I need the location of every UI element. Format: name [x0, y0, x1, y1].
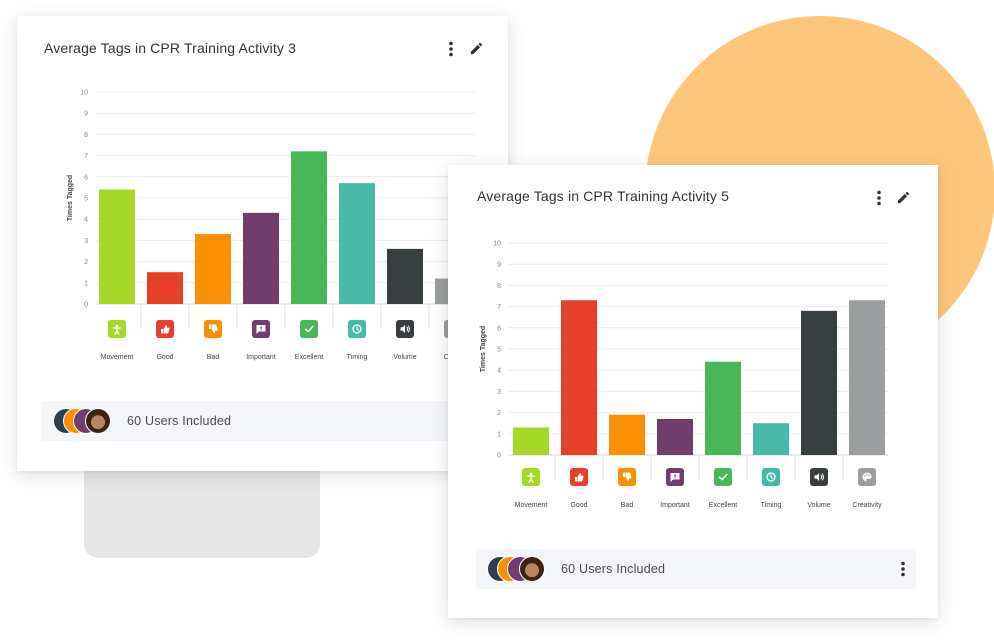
bar[interactable] [849, 300, 885, 455]
x-tick-label: Good [570, 502, 587, 509]
more-options-icon[interactable] [876, 190, 882, 206]
y-axis-label: Times Tagged [480, 326, 487, 372]
thumbs-up-icon [156, 320, 174, 338]
speaker-icon [396, 320, 414, 338]
y-tick-label: 6 [84, 174, 88, 181]
y-tick-label: 7 [84, 153, 88, 160]
y-tick-label: 3 [497, 389, 501, 396]
y-tick-label: 2 [84, 259, 88, 266]
bar[interactable] [99, 189, 135, 304]
edit-pencil-icon[interactable] [896, 190, 911, 205]
y-tick-label: 4 [497, 368, 501, 375]
speaker-icon [810, 468, 828, 486]
x-tick-label: Important [660, 502, 690, 509]
card-footer: 60 Users Included [42, 401, 508, 441]
bar[interactable] [801, 310, 837, 455]
avatar [519, 556, 545, 582]
y-tick-label: 5 [497, 347, 501, 354]
movement-icon [522, 468, 540, 486]
palette-icon [858, 468, 876, 486]
y-tick-label: 1 [497, 431, 501, 438]
card-title: Average Tags in CPR Training Activity 5 [477, 188, 730, 204]
y-tick-label: 9 [497, 262, 501, 269]
y-tick-label: 1 [84, 280, 88, 287]
bar[interactable] [561, 300, 597, 455]
y-tick-label: 0 [497, 453, 501, 460]
bar[interactable] [705, 361, 741, 455]
clock-icon [348, 320, 366, 338]
bar[interactable] [195, 234, 231, 304]
checkmark-icon [300, 320, 318, 338]
y-tick-label: 10 [80, 90, 88, 97]
more-options-icon[interactable] [900, 561, 906, 577]
bar-chart: 0 1 2 3 4 5 6 7 8 9 10 Times Tagged Movement Good Bad I… [67, 90, 475, 361]
exclamation-comment-icon [666, 468, 684, 486]
y-tick-label: 8 [497, 283, 501, 290]
x-tick-label: Creativity [852, 502, 882, 509]
y-tick-label: 10 [493, 241, 501, 248]
bar[interactable] [147, 272, 183, 304]
clock-icon [762, 468, 780, 486]
y-tick-label: 4 [84, 217, 88, 224]
x-tick-label: Good [156, 354, 173, 361]
bar-chart: 0 1 2 3 4 5 6 7 8 9 10 Times Tagged Movement Good Bad I… [480, 241, 888, 509]
exclamation-comment-icon [252, 320, 270, 338]
y-tick-label: 0 [84, 302, 88, 309]
bar[interactable] [609, 414, 645, 455]
bar[interactable] [243, 212, 279, 304]
bar[interactable] [513, 427, 549, 455]
chart-card-activity-3: Average Tags in CPR Training Activity 3 … [17, 16, 508, 471]
x-tick-label: Volume [807, 502, 830, 509]
x-tick-label: Excellent [295, 354, 323, 361]
x-tick-label: Movement [101, 354, 134, 361]
y-axis-label: Times Tagged [67, 175, 74, 221]
checkmark-icon [714, 468, 732, 486]
users-included-label: 60 Users Included [561, 562, 666, 576]
user-avatars[interactable] [487, 556, 547, 582]
bar[interactable] [339, 183, 375, 304]
card-title: Average Tags in CPR Training Activity 3 [44, 40, 297, 56]
x-tick-label: Bad [207, 354, 220, 361]
bar[interactable] [753, 423, 789, 455]
more-options-icon[interactable] [448, 41, 454, 57]
y-tick-label: 9 [84, 111, 88, 118]
y-tick-label: 5 [84, 196, 88, 203]
avatar [85, 408, 111, 434]
y-tick-label: 2 [497, 410, 501, 417]
x-tick-label: Important [246, 354, 276, 361]
edit-pencil-icon[interactable] [469, 41, 484, 56]
x-tick-label: Excellent [709, 502, 737, 509]
user-avatars[interactable] [53, 408, 113, 434]
y-tick-label: 8 [84, 132, 88, 139]
users-included-label: 60 Users Included [127, 414, 232, 428]
x-tick-label: Timing [761, 502, 782, 509]
x-tick-label: Timing [347, 354, 368, 361]
movement-icon [108, 320, 126, 338]
x-tick-label: Movement [515, 502, 548, 509]
x-tick-label: Bad [621, 502, 634, 509]
card-footer: 60 Users Included [476, 549, 916, 589]
chart-card-activity-5: Average Tags in CPR Training Activity 5 … [448, 165, 938, 618]
bar[interactable] [291, 151, 327, 304]
thumbs-down-icon [618, 468, 636, 486]
y-tick-label: 3 [84, 238, 88, 245]
thumbs-down-icon [204, 320, 222, 338]
y-tick-label: 6 [497, 325, 501, 332]
bar[interactable] [387, 248, 423, 304]
bar[interactable] [657, 418, 693, 455]
x-tick-label: Volume [393, 354, 416, 361]
y-tick-label: 7 [497, 304, 501, 311]
thumbs-up-icon [570, 468, 588, 486]
